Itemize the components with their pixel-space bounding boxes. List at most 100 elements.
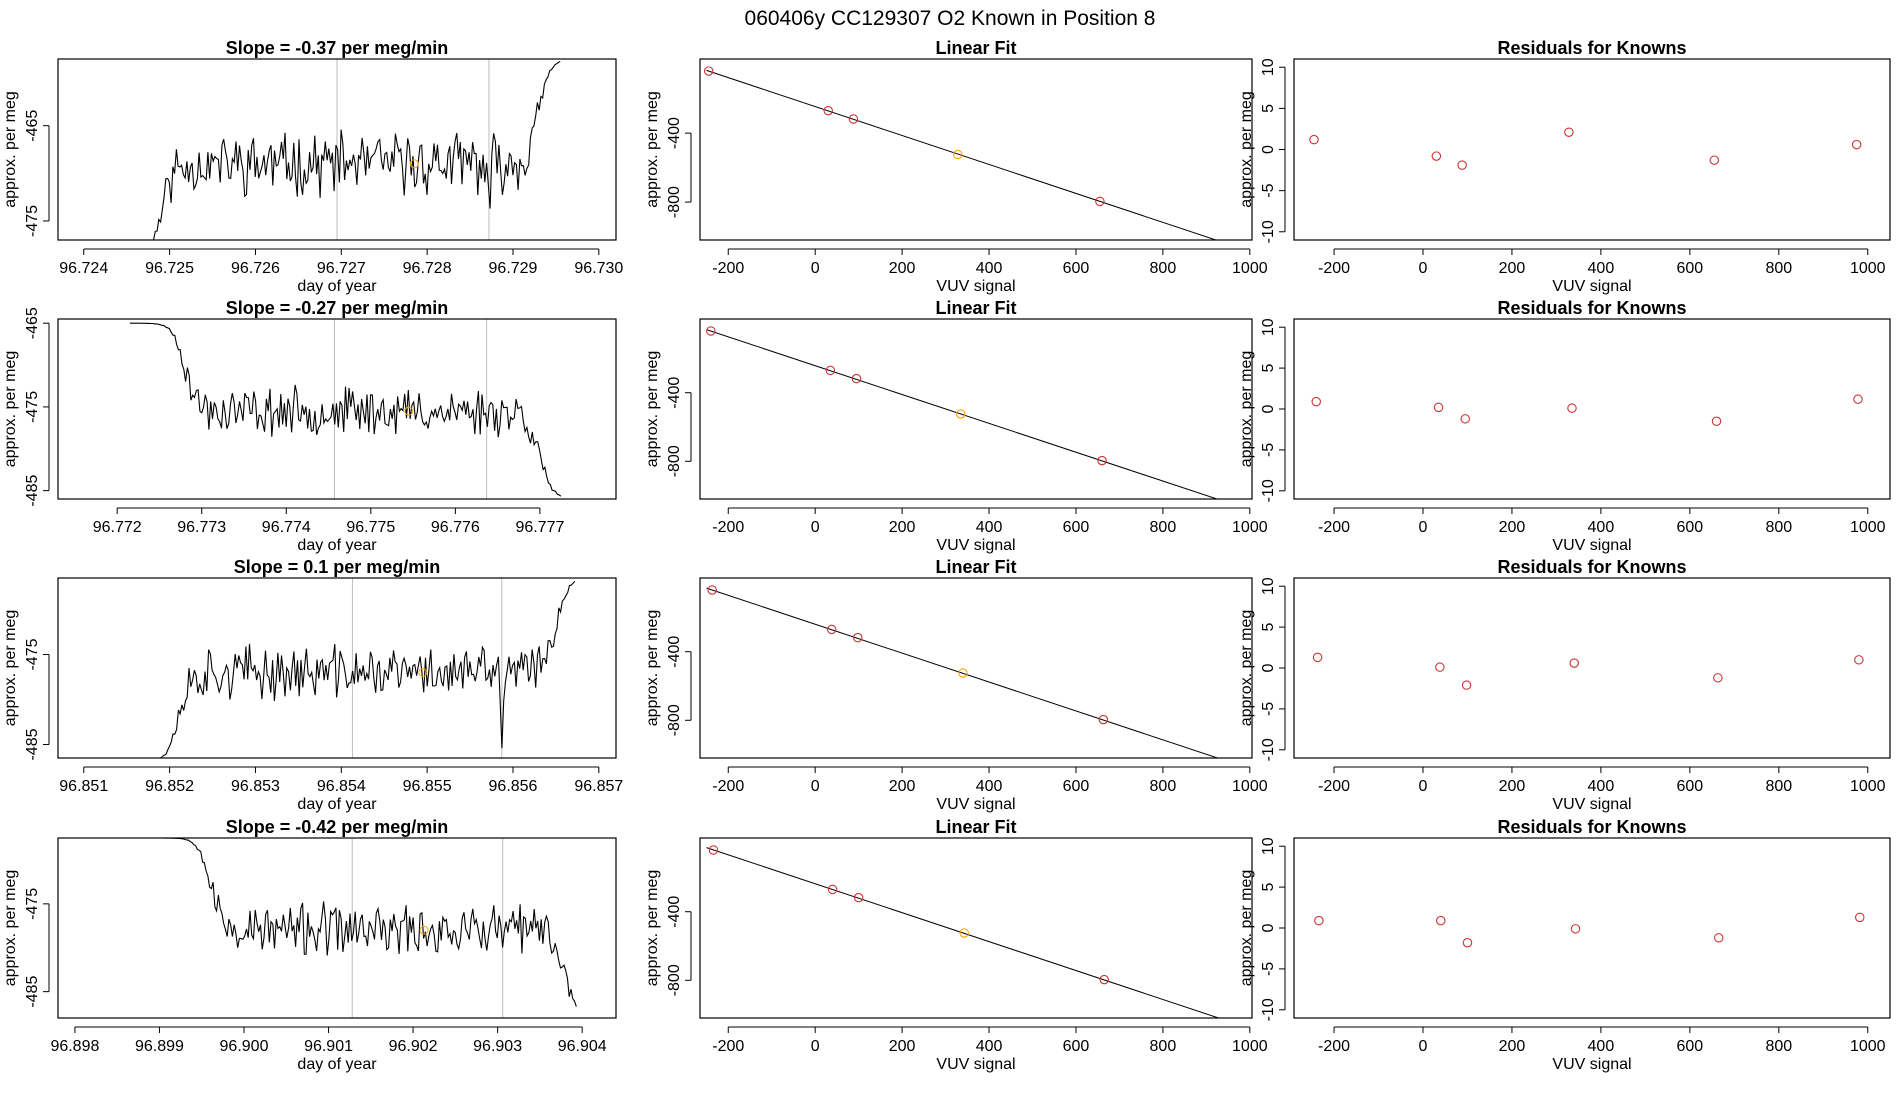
y-tick-label: -485 xyxy=(24,728,41,760)
fit-line xyxy=(706,329,1219,499)
plot-area xyxy=(159,578,576,758)
y-tick-label: -5 xyxy=(1260,962,1277,976)
y-tick-label: 0 xyxy=(1260,923,1277,932)
y-tick-label: -475 xyxy=(24,638,41,670)
y-tick-label: -465 xyxy=(24,307,41,339)
x-tick-label: 800 xyxy=(1150,260,1177,277)
x-tick-label: 1000 xyxy=(1232,778,1268,795)
panel-2-2: Residuals for Knowns-200 0 200 400 600 800 100… xyxy=(1238,557,1891,813)
x-tick-label: 0 xyxy=(1419,519,1428,536)
y-tick-label: -400 xyxy=(666,896,683,928)
x-tick-label: 200 xyxy=(889,1038,916,1055)
x-tick-label: 0 xyxy=(1419,778,1428,795)
panel-1-0: Slope = -0.27 per meg/min 96.772 96.773 96.… xyxy=(2,298,617,554)
plot-frame xyxy=(699,318,1253,500)
plot-area xyxy=(1309,127,1862,170)
known-point xyxy=(1098,714,1109,725)
plot-frame xyxy=(1293,58,1891,241)
x-tick-label: -200 xyxy=(1318,260,1350,277)
plot-frame xyxy=(1293,318,1891,500)
x-tick-label: 96.854 xyxy=(317,778,366,795)
x-tick-label: 400 xyxy=(976,260,1003,277)
x-tick-label: -200 xyxy=(712,1038,744,1055)
known-point xyxy=(1853,394,1863,404)
y-tick-label: -800 xyxy=(666,445,683,477)
x-axis-label: day of year xyxy=(297,537,377,554)
fit-line xyxy=(706,587,1220,758)
y-tick-label: -5 xyxy=(1260,183,1277,197)
x-tick-label: 0 xyxy=(811,1038,820,1055)
y-axis-label: approx. per meg xyxy=(644,870,661,987)
plot-frame xyxy=(699,577,1253,759)
known-point xyxy=(1314,915,1324,926)
x-axis-label: VUV signal xyxy=(1552,1056,1631,1073)
signal-trace xyxy=(155,838,577,1007)
known-point xyxy=(1236,503,1244,511)
y-axis-label: approx. per meg xyxy=(2,610,19,727)
known-point xyxy=(1711,416,1722,427)
x-tick-label: 96.773 xyxy=(177,519,226,536)
y-axis-label: approx. per meg xyxy=(644,610,661,727)
known-point xyxy=(1435,662,1445,672)
x-tick-label: 0 xyxy=(1419,260,1428,277)
x-tick-label: 96.726 xyxy=(231,260,280,277)
x-tick-label: 200 xyxy=(1499,519,1526,536)
y-tick-label: 5 xyxy=(1260,364,1277,373)
x-tick-label: 200 xyxy=(889,778,916,795)
x-tick-label: 96.851 xyxy=(59,778,108,795)
signal-trace xyxy=(152,61,561,240)
y-axis-label: approx. per meg xyxy=(2,870,19,987)
y-tick-label: 5 xyxy=(1260,623,1277,632)
y-axis-label: approx. per meg xyxy=(1238,351,1255,468)
x-tick-label: 96.900 xyxy=(220,1038,269,1055)
known-point xyxy=(848,114,859,124)
y-axis-label: approx. per meg xyxy=(1238,610,1255,727)
panel-0-1: Linear Fit -200 0 200 400 600 800 1000 VUV signa… xyxy=(644,38,1268,295)
x-tick-label: 800 xyxy=(1765,519,1792,536)
known-point xyxy=(827,884,838,895)
x-tick-label: 800 xyxy=(1765,260,1792,277)
plot-frame xyxy=(699,58,1253,241)
known-point xyxy=(825,365,836,376)
known-point xyxy=(1311,396,1321,407)
x-tick-label: 96.772 xyxy=(93,519,142,536)
x-axis-label: VUV signal xyxy=(1552,278,1631,295)
x-tick-label: 400 xyxy=(976,519,1003,536)
panel-title: Slope = 0.1 per meg/min xyxy=(234,557,441,577)
y-tick-label: 10 xyxy=(1260,577,1277,595)
y-tick-label: -485 xyxy=(24,475,41,507)
y-tick-label: -400 xyxy=(666,636,683,668)
x-tick-label: 200 xyxy=(1499,260,1526,277)
y-tick-label: -5 xyxy=(1260,443,1277,457)
plot-frame xyxy=(1293,577,1891,759)
x-tick-label: -200 xyxy=(712,778,744,795)
known-point xyxy=(1433,402,1444,413)
panel-title: Linear Fit xyxy=(935,298,1016,318)
known-point xyxy=(826,624,837,635)
x-tick-label: 96.777 xyxy=(515,519,564,536)
x-tick-label: -200 xyxy=(712,519,744,536)
x-tick-label: 1000 xyxy=(1232,260,1268,277)
x-tick-label: 0 xyxy=(811,519,820,536)
panel-2-1: Linear Fit -200 0 200 400 600 800 1000 VUV signa… xyxy=(644,557,1268,813)
known-point xyxy=(1436,915,1446,926)
sample-point xyxy=(959,928,970,938)
x-axis-label: VUV signal xyxy=(936,796,1015,813)
known-point xyxy=(1095,196,1105,207)
y-tick-label: -10 xyxy=(1260,479,1277,502)
known-point xyxy=(853,892,864,903)
known-point xyxy=(1709,155,1720,165)
x-tick-label: 1000 xyxy=(1850,778,1886,795)
y-tick-label: -10 xyxy=(1260,220,1277,243)
plot-frame xyxy=(699,837,1253,1019)
panel-3-1: Linear Fit -200 0 200 400 600 800 1000 VUV signa… xyxy=(644,817,1268,1073)
x-tick-label: 1000 xyxy=(1232,1038,1268,1055)
x-tick-label: 96.901 xyxy=(304,1038,353,1055)
x-tick-label: 400 xyxy=(976,778,1003,795)
sample-marker xyxy=(419,925,429,935)
x-tick-label: 600 xyxy=(1676,519,1703,536)
panel-1-1: Linear Fit -200 0 200 400 600 800 1000 VUV signa… xyxy=(644,298,1268,554)
known-point xyxy=(1457,160,1467,170)
x-tick-label: 96.899 xyxy=(135,1038,184,1055)
x-tick-label: 600 xyxy=(1676,778,1703,795)
